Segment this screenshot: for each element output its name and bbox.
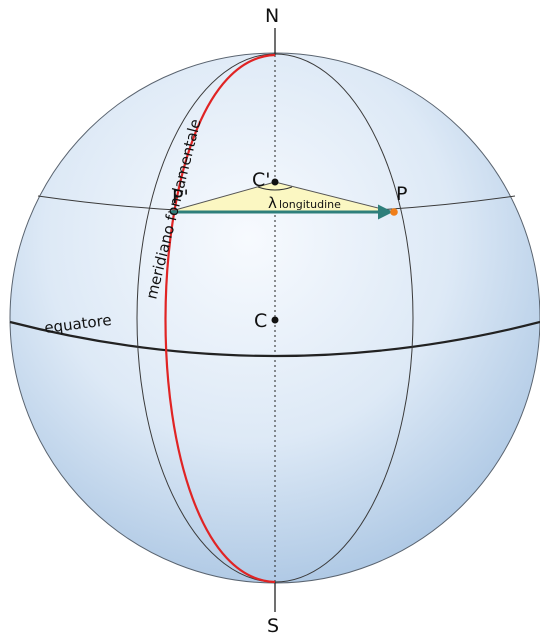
center-label: C bbox=[254, 310, 267, 332]
parallel-center-dot bbox=[271, 178, 279, 186]
prime-meridian bbox=[164, 53, 276, 584]
parallel-center-label: C' bbox=[252, 169, 271, 191]
point-p-label: P bbox=[396, 183, 407, 205]
lambda-subscript: longitudine bbox=[279, 198, 341, 211]
center-dot bbox=[271, 316, 279, 324]
north-label: N bbox=[265, 5, 279, 27]
angle-arc bbox=[257, 186, 293, 191]
lambda-symbol: λ bbox=[268, 194, 277, 212]
south-label: S bbox=[267, 615, 279, 637]
equator-line bbox=[9, 320, 540, 358]
point-p-dot bbox=[390, 208, 398, 216]
point-p-prime-label: P' bbox=[172, 186, 189, 208]
